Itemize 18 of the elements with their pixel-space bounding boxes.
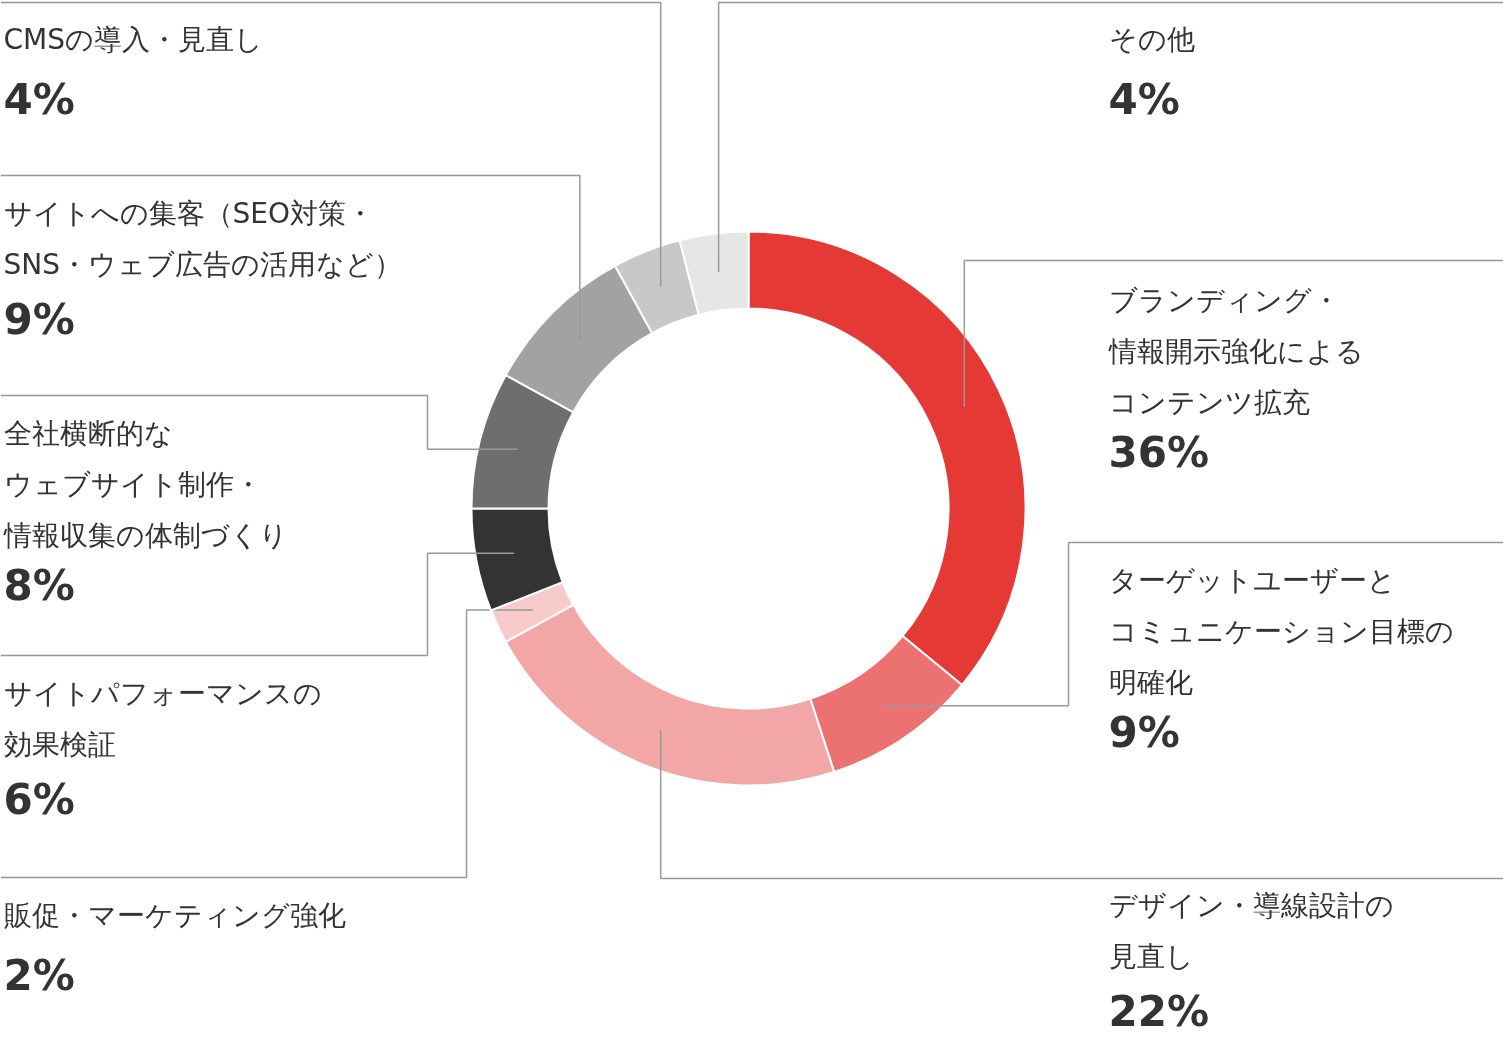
data-label: 2% bbox=[3, 950, 75, 1000]
data-label: 36% bbox=[1108, 427, 1210, 477]
data-label: 22% bbox=[1108, 986, 1210, 1036]
slice-label: CMSの導入・見直し bbox=[3, 22, 263, 56]
slice-label: ターゲットユーザーとコミュニケーション目標の明確化 bbox=[1108, 563, 1454, 699]
slice-label: 全社横断的なウェブサイト制作・情報収集の体制づくり bbox=[2, 416, 288, 552]
data-label: 9% bbox=[1108, 707, 1180, 757]
slice-label: 販促・マーケティング強化 bbox=[3, 898, 346, 932]
slice-label: デザイン・導線設計の見直し bbox=[1108, 888, 1394, 973]
data-label: 6% bbox=[3, 774, 75, 824]
data-label: 4% bbox=[1108, 74, 1180, 124]
slice-label: サイトパフォーマンスの効果検証 bbox=[3, 676, 322, 761]
data-label: 8% bbox=[3, 560, 75, 610]
slice-label: その他 bbox=[1108, 22, 1195, 56]
data-label: 4% bbox=[3, 74, 75, 124]
slice-label: ブランディング・情報開示強化によるコンテンツ拡充 bbox=[1107, 283, 1364, 419]
slice-label: サイトへの集客（SEO対策・SNS・ウェブ広告の活用など） bbox=[3, 196, 402, 281]
data-label: 9% bbox=[3, 294, 75, 344]
